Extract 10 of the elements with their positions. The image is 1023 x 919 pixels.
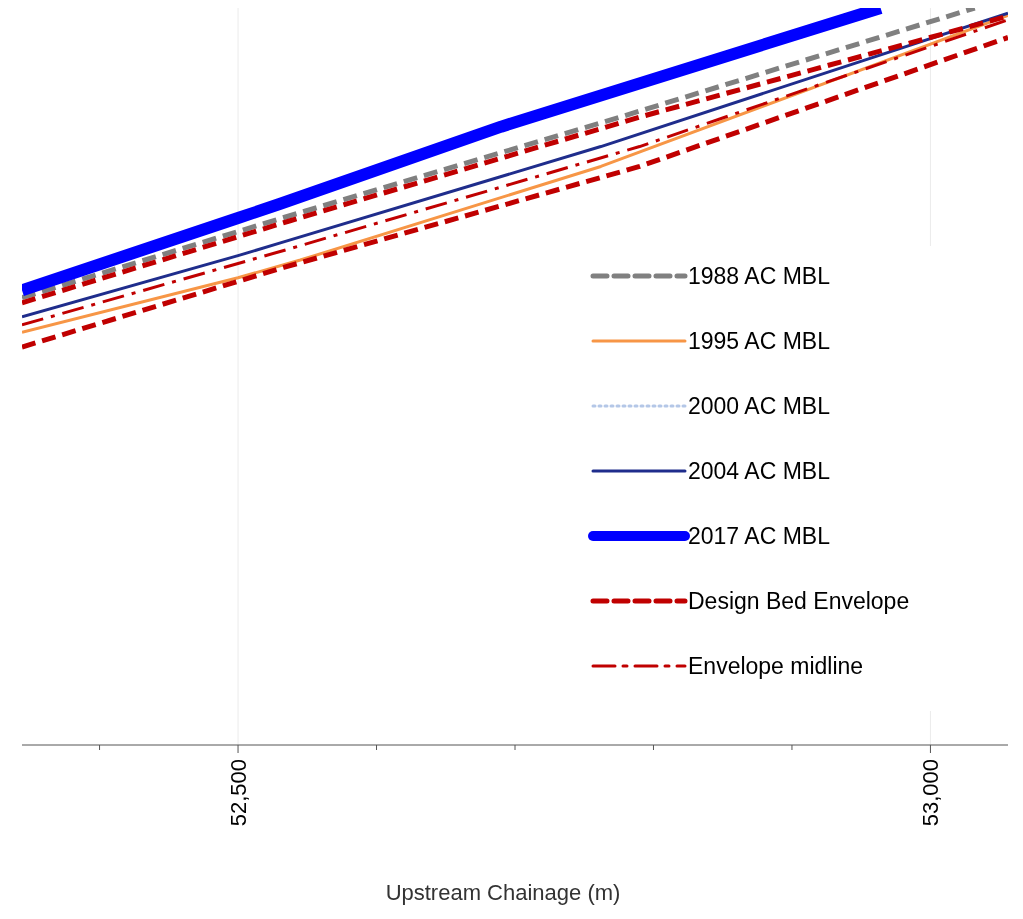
legend-label: 2000 AC MBL bbox=[688, 393, 831, 420]
legend-label: 1995 AC MBL bbox=[688, 328, 831, 355]
legend-label: Envelope midline bbox=[688, 653, 864, 680]
legend-label: 2004 AC MBL bbox=[688, 458, 831, 485]
x-tick-label: 53,000 bbox=[918, 759, 944, 827]
x-axis-title: Upstream Chainage (m) bbox=[385, 880, 621, 905]
legend-label: 1988 AC MBL bbox=[688, 263, 831, 290]
x-tick-label: 52,500 bbox=[225, 759, 251, 827]
legend-label: Design Bed Envelope bbox=[688, 588, 910, 615]
legend-label: 2017 AC MBL bbox=[688, 523, 831, 550]
